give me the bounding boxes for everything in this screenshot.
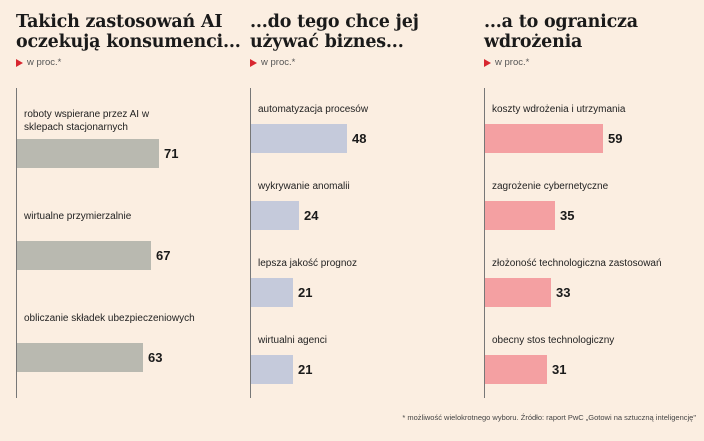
unit-label: w proc.* <box>250 57 295 68</box>
unit-label-text: w proc.* <box>261 57 296 68</box>
axis-line <box>250 88 251 398</box>
chart-plot: roboty wspierane przez AI w sklepach sta… <box>16 88 234 398</box>
bar <box>17 139 159 168</box>
bar-value: 63 <box>148 350 163 365</box>
bar-value: 48 <box>352 131 367 146</box>
chart-plot: koszty wdrożenia i utrzymania 59 zagrożeni… <box>484 88 702 398</box>
bar <box>17 343 143 372</box>
chart-title: ...a to ogranicza wdrożenia <box>484 12 638 52</box>
bar-label: obecny stos technologiczny <box>492 335 615 346</box>
unit-label-text: w proc.* <box>495 57 530 68</box>
chart-panel-business: ...do tego chce jej używać biznes... w p… <box>250 0 468 400</box>
chart-panel-barriers: ...a to ogranicza wdrożenia w proc.* kos… <box>484 0 702 400</box>
bar-label: roboty wspierane przez AI w sklepach sta… <box>24 109 150 133</box>
bar-label: wykrywanie anomalii <box>258 181 350 192</box>
chart-panel-consumers: Takich zastosowań AI oczekują konsumenci… <box>16 0 241 400</box>
bar-value: 21 <box>298 362 313 377</box>
bar-label: wirtualne przymierzalnie <box>24 211 132 222</box>
triangle-arrow-icon <box>16 58 23 67</box>
bar-label: wirtualni agenci <box>258 335 327 346</box>
axis-line <box>16 88 17 398</box>
unit-label: w proc.* <box>16 57 61 68</box>
bar-label: automatyzacja procesów <box>258 104 369 115</box>
bar <box>251 201 299 230</box>
unit-label: w proc.* <box>484 57 529 68</box>
chart-title: Takich zastosowań AI oczekują konsumenci… <box>16 12 241 52</box>
bar-label: złożoność technologiczna zastosowań <box>492 258 662 269</box>
bar-label: lepsza jakość prognoz <box>258 258 357 269</box>
bar <box>485 355 547 384</box>
bar-value: 24 <box>304 208 319 223</box>
bar-label: zagrożenie cybernetyczne <box>492 181 609 192</box>
bar <box>17 241 151 270</box>
axis-line <box>484 88 485 398</box>
bar <box>485 124 603 153</box>
bar-value: 67 <box>156 248 171 263</box>
triangle-arrow-icon <box>250 58 257 67</box>
bar <box>251 355 293 384</box>
triangle-arrow-icon <box>484 58 491 67</box>
footnote: * możliwość wielokrotnego wyboru. Źródło… <box>402 413 696 422</box>
bar-label: koszty wdrożenia i utrzymania <box>492 104 626 115</box>
bar-value: 31 <box>552 362 567 377</box>
bar <box>251 278 293 307</box>
bar-value: 33 <box>556 285 571 300</box>
bar-value: 35 <box>560 208 575 223</box>
chart-plot: automatyzacja procesów 48 wykrywanie anoma… <box>250 88 468 398</box>
bar-value: 71 <box>164 146 179 161</box>
chart-title: ...do tego chce jej używać biznes... <box>250 12 419 52</box>
bar <box>485 201 555 230</box>
unit-label-text: w proc.* <box>27 57 62 68</box>
bar <box>485 278 551 307</box>
bar-value: 21 <box>298 285 313 300</box>
bar <box>251 124 347 153</box>
bar-label: obliczanie składek ubezpieczeniowych <box>24 313 195 324</box>
bar-value: 59 <box>608 131 623 146</box>
